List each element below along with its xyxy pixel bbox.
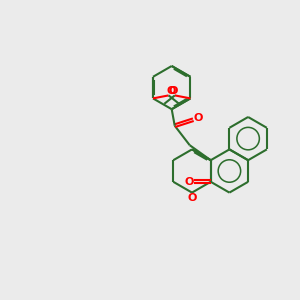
Text: O: O [194,113,203,124]
Text: O: O [166,85,175,96]
Text: O: O [187,193,197,203]
Text: O: O [184,177,194,187]
Text: O: O [168,85,177,96]
